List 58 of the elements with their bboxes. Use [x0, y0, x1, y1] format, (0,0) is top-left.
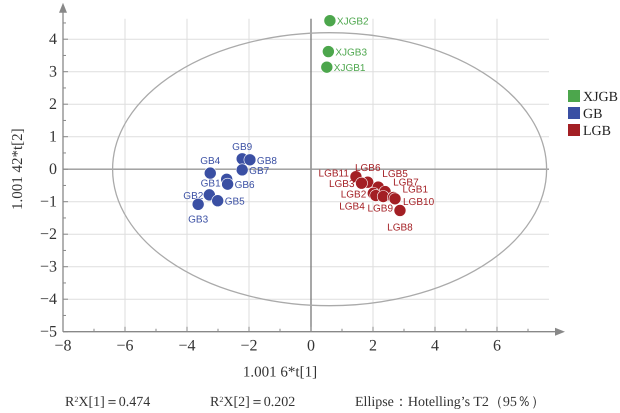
point: [324, 14, 336, 27]
data-label: LGB6: [354, 163, 381, 174]
point: [320, 60, 334, 74]
data-label: LGB11: [318, 168, 350, 180]
x-tick-label: −8: [54, 338, 72, 355]
x-tick-label: 4: [431, 338, 439, 355]
x-tick-label: −6: [116, 338, 134, 355]
data-label: LGB3: [328, 179, 355, 190]
data-label: GB9: [232, 142, 253, 153]
point: [376, 190, 390, 203]
legend-label: XJGB: [583, 90, 618, 105]
x-axis-title: 1.001 6*t[1]: [242, 364, 318, 381]
point: [355, 176, 368, 190]
point: [204, 166, 217, 180]
y-tick-label: −1: [40, 194, 57, 211]
x-tick-label: −4: [178, 338, 196, 355]
y-tick-label: −3: [40, 258, 57, 276]
y-axis-title: 1.001 42*t[2]: [10, 128, 26, 210]
point: [236, 164, 248, 176]
data-label: GB8: [256, 156, 278, 167]
data-label: GB2: [183, 190, 204, 202]
point: [221, 178, 234, 190]
data-label: XJGB1: [334, 63, 366, 74]
x-tick-label: −2: [240, 338, 258, 355]
data-label: GB1: [200, 178, 222, 190]
data-label: LGB8: [387, 222, 414, 234]
x-tick-label: 2: [369, 338, 377, 355]
data-label: GB7: [249, 166, 270, 177]
y-tick-label: 2: [49, 96, 57, 114]
y-tick-label: −5: [40, 324, 57, 341]
y-tick-label: −2: [40, 226, 57, 244]
data-label: LGB4: [339, 202, 366, 213]
point: [322, 45, 335, 58]
point: [394, 204, 406, 217]
data-label: XJGB2: [336, 16, 370, 28]
data-label: GB5: [224, 196, 246, 208]
data-label: XJGB3: [335, 48, 368, 59]
y-tick-label: −4: [40, 291, 57, 308]
data-label: LGB9: [367, 204, 394, 214]
text: R$^{2}$X[1]＝0.474: [65, 394, 150, 410]
y-tick-label: 1: [49, 128, 57, 146]
data-label: GB6: [234, 180, 256, 192]
y-tick-label: 0: [49, 161, 57, 178]
point: [211, 194, 224, 208]
data-label: GB3: [188, 214, 209, 226]
legend-label: GB: [583, 107, 602, 122]
point: [203, 188, 216, 202]
text: R$^{2}$X[2]＝0.202: [210, 394, 296, 410]
y-tick-label: 3: [49, 64, 57, 81]
legend-label: LGB: [583, 124, 611, 139]
y-tick-label: 4: [49, 31, 57, 48]
data-label: LGB10: [403, 196, 435, 208]
data-label: LGB2: [340, 189, 367, 200]
point: [244, 153, 256, 166]
data-label: GB4: [200, 156, 221, 168]
text: Ellipse：Hotelling’s T2（95％）: [355, 395, 545, 410]
x-tick-label: 6: [493, 338, 501, 355]
x-tick-label: 0: [307, 338, 315, 355]
